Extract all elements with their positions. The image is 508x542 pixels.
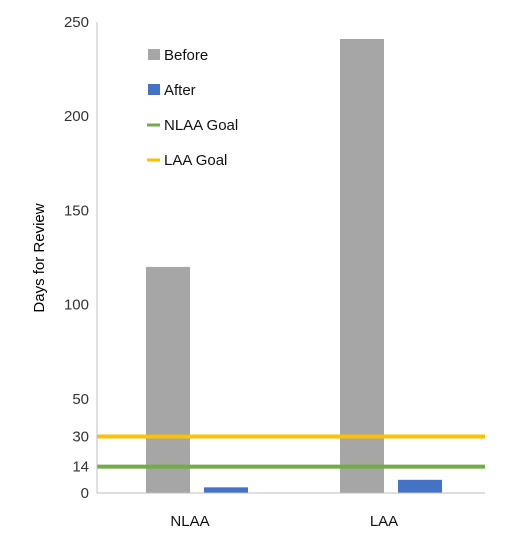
bars-layer: [146, 38, 442, 494]
y-tick-label: 200: [64, 108, 89, 125]
legend-label: Before: [164, 47, 208, 64]
bar-after-laa: [398, 479, 442, 493]
legend-label: NLAA Goal: [164, 117, 238, 134]
bar-after-nlaa: [204, 487, 248, 493]
y-tick-label: 30: [72, 428, 89, 445]
bar-before-laa: [340, 38, 384, 494]
reference-lines-layer: [97, 434, 485, 469]
legend-swatch: [148, 84, 160, 95]
x-category-label: NLAA: [170, 513, 209, 530]
y-tick-label: 150: [64, 202, 89, 219]
legend-label: LAA Goal: [164, 152, 227, 169]
legend: Before After NLAA Goal LAA Goal: [147, 47, 238, 169]
x-category-labels: NLAA LAA: [170, 513, 398, 530]
y-tick-label: 250: [64, 14, 89, 31]
y-tick-label: 0: [81, 485, 89, 502]
x-category-label: LAA: [370, 513, 398, 530]
y-tick-labels: 0 14 30 50 100 150 200 250: [64, 14, 89, 502]
y-tick-label: 50: [72, 391, 89, 408]
legend-label: After: [164, 82, 196, 99]
bar-before-nlaa: [146, 266, 190, 493]
y-tick-label: 100: [64, 297, 89, 314]
y-tick-label: 14: [72, 459, 89, 476]
legend-swatch: [148, 49, 160, 60]
y-axis-label: Days for Review: [31, 203, 48, 312]
